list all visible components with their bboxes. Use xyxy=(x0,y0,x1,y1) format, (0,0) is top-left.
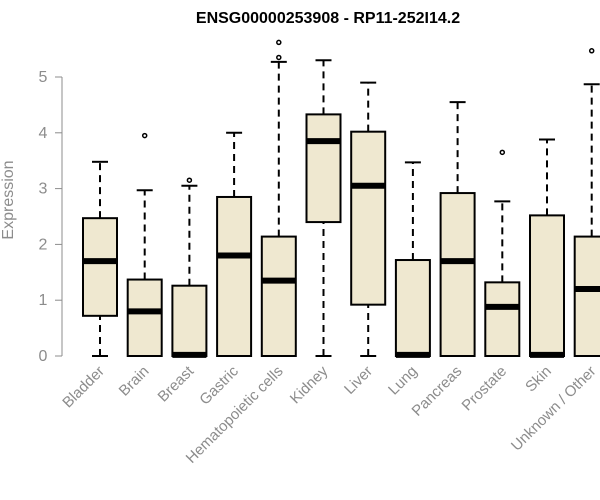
box-rect xyxy=(529,214,565,357)
box-rect xyxy=(484,281,521,357)
box-brain xyxy=(126,132,163,357)
y-axis: 0 1 2 3 4 5 xyxy=(39,69,63,365)
outlier-point xyxy=(588,48,595,54)
outlier-point xyxy=(141,132,148,139)
box-lung xyxy=(394,161,431,358)
box-liver xyxy=(350,81,387,357)
box-rect xyxy=(216,195,253,357)
x-tick-label: Breast xyxy=(155,362,198,405)
y-tick-label: 3 xyxy=(39,181,48,198)
boxes-group xyxy=(82,39,600,358)
box-unknown-other xyxy=(573,48,600,357)
box-rect xyxy=(350,130,387,306)
box-rect xyxy=(260,235,297,357)
box-hematopoietic-cells xyxy=(260,39,297,357)
box-rect xyxy=(82,217,118,317)
box-rect xyxy=(171,284,208,357)
x-tick-label: Liver xyxy=(341,363,376,398)
box-bladder xyxy=(82,160,118,357)
outlier-point xyxy=(276,54,282,61)
x-tick-label: Brain xyxy=(116,363,153,400)
box-gastric xyxy=(216,131,253,357)
y-tick-label: 4 xyxy=(39,125,48,142)
x-tick-label: Skin xyxy=(522,363,555,396)
y-axis-label: Expression xyxy=(0,160,17,239)
box-prostate xyxy=(484,149,521,357)
x-tick-label: Kidney xyxy=(287,362,332,407)
x-tick-label: Prostate xyxy=(459,363,511,415)
x-tick-label: Lung xyxy=(385,363,421,399)
x-tick-label: Unknown / Other xyxy=(508,363,600,455)
box-rect xyxy=(305,113,342,224)
x-tick-label: Bladder xyxy=(59,363,108,412)
box-pancreas xyxy=(439,101,476,357)
box-kidney xyxy=(305,59,342,357)
y-tick-label: 0 xyxy=(39,348,48,365)
box-rect xyxy=(573,235,600,357)
box-skin xyxy=(529,138,565,358)
outlier-point xyxy=(499,149,506,156)
outlier-point xyxy=(276,39,282,46)
y-tick-label: 2 xyxy=(39,236,48,253)
y-tick-label: 1 xyxy=(39,292,48,309)
outlier-point xyxy=(186,177,193,183)
box-rect xyxy=(126,278,163,357)
y-tick-label: 5 xyxy=(39,69,48,86)
box-breast xyxy=(171,177,208,358)
box-rect xyxy=(439,192,476,357)
box-rect xyxy=(394,259,431,357)
chart-title: ENSG00000253908 - RP11-252I14.2 xyxy=(196,10,460,27)
